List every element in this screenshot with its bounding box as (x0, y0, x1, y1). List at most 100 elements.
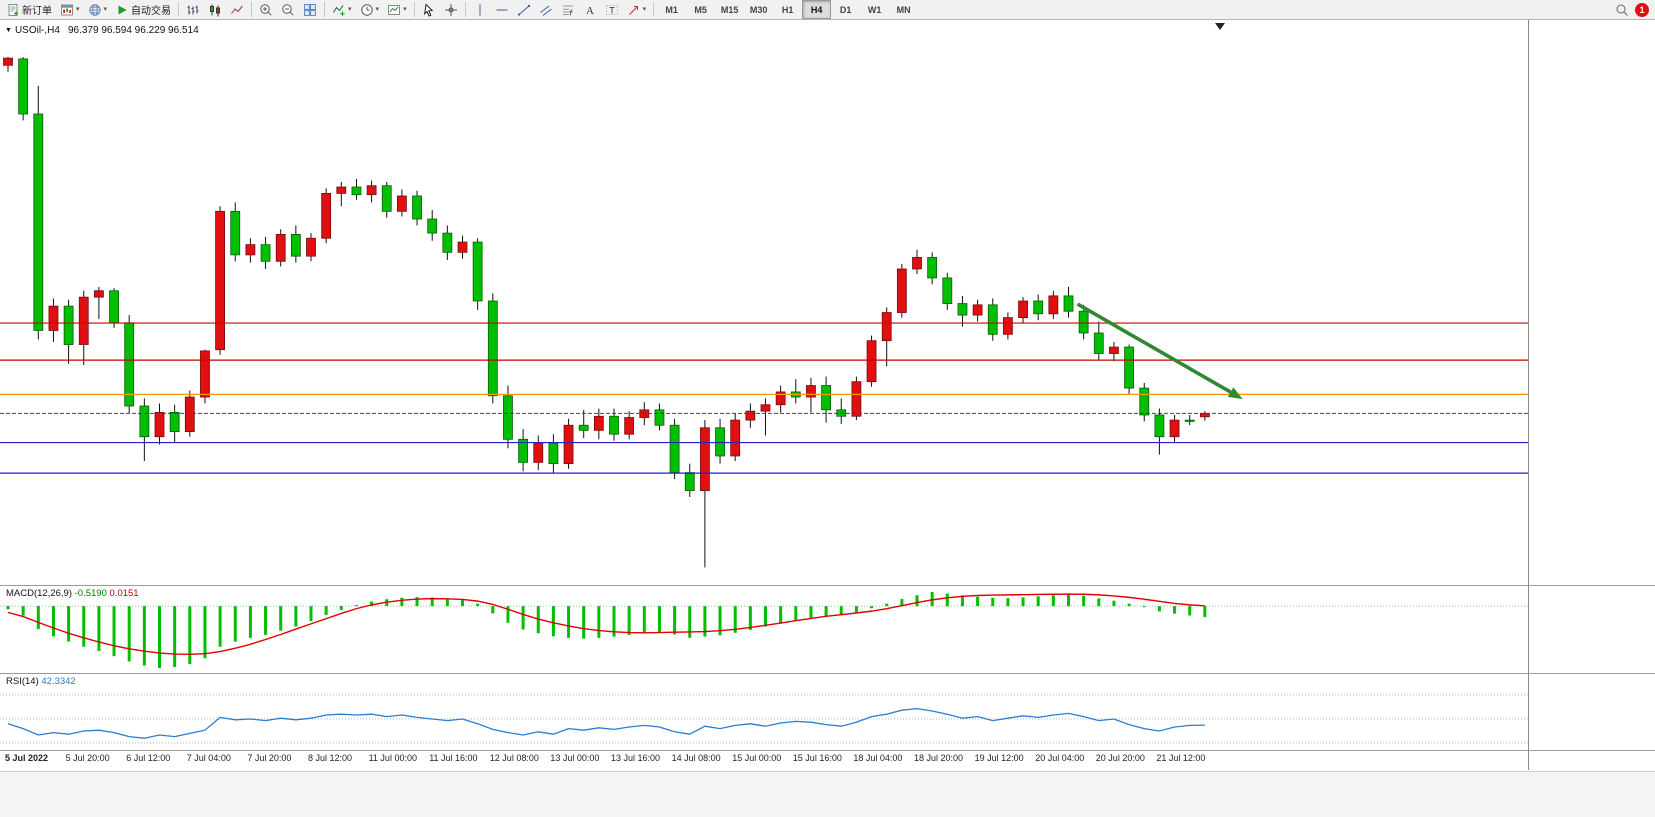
time-axis-label: 11 Jul 16:00 (429, 753, 478, 763)
bear-candle (1093, 332, 1104, 354)
bull-candle (336, 186, 347, 194)
bear-candle (578, 424, 589, 431)
bull-candle (730, 419, 741, 457)
bear-candle (1184, 419, 1195, 422)
time-axis-label: 19 Jul 12:00 (974, 753, 1024, 763)
timeframe-button-H4[interactable]: H4 (802, 0, 832, 19)
bear-candle (63, 305, 74, 345)
bull-candle (593, 415, 604, 431)
bull-candle (78, 296, 89, 345)
bear-candle (715, 427, 725, 457)
bear-candle (1124, 346, 1134, 389)
timeframe-button-D1[interactable]: D1 (839, 4, 852, 15)
chevron-down-icon: ▾ (76, 5, 80, 13)
timeframe-button-MN[interactable]: MN (896, 4, 911, 15)
bear-candle (290, 233, 301, 257)
trend-arrow-annotation[interactable] (1076, 302, 1243, 400)
bull-candle (457, 241, 468, 253)
channel-button[interactable] (535, 1, 557, 19)
fibonacci-icon: f (562, 5, 573, 17)
chart-ohlc-values: 96.379 96.594 96.229 96.514 (67, 25, 199, 36)
timeframe-button-M30[interactable]: M30 (749, 4, 768, 15)
chevron-down-icon: ▾ (403, 5, 407, 13)
bear-candle (33, 113, 44, 331)
bear-candle (987, 304, 998, 335)
time-axis-label: 5 Jul 20:00 (65, 753, 110, 763)
arrow-tool-icon (628, 5, 638, 15)
zoom-out-button[interactable] (277, 1, 299, 19)
time-axis-label: 18 Jul 20:00 (914, 753, 964, 763)
label-tool-button[interactable]: T (601, 1, 623, 19)
bull-candle (275, 233, 286, 262)
time-axis[interactable]: 5 Jul 2022 5 Jul 20:00 6 Jul 12:00 7 Jul 04… (0, 0, 1528, 816)
bear-candle (124, 322, 135, 407)
symbol-menu-arrow[interactable]: ▼ (5, 27, 12, 34)
bull-candle (866, 340, 877, 383)
chevron-down-icon: ▾ (375, 5, 380, 13)
trendline-button[interactable] (513, 1, 535, 19)
price-axis[interactable]: 110.425109.231108.037106.843105.648104.4… (1528, 20, 1655, 750)
time-axis-label: 7 Jul 20:00 (247, 753, 292, 763)
vertical-line-button[interactable] (469, 1, 491, 19)
notification-badge[interactable]: 1 (1635, 2, 1649, 17)
text-tool-button[interactable]: A (579, 1, 601, 19)
timeframe-button-M1[interactable]: M1 (665, 4, 678, 15)
line-chart-button[interactable] (226, 1, 248, 19)
bull-candle (851, 381, 862, 417)
bear-candle (427, 218, 438, 234)
chart-shift-marker[interactable] (1215, 23, 1225, 30)
templates-button[interactable]: ▾ (383, 1, 411, 19)
bull-candle (972, 304, 983, 316)
autotrading-button[interactable]: 自动交易 (111, 1, 175, 19)
new-order-button[interactable]: 新订单 (2, 1, 56, 19)
toolbar-separator (653, 2, 655, 17)
candlestick-chart-button[interactable] (204, 1, 226, 19)
time-axis-label: 20 Jul 20:00 (1095, 753, 1145, 763)
search-button[interactable] (1611, 1, 1633, 19)
panel-separator-macd[interactable] (0, 585, 1655, 586)
panel-separator-rsi[interactable] (0, 673, 1655, 674)
cursor-button[interactable] (418, 1, 440, 19)
bear-candle (472, 241, 483, 302)
bear-candle (260, 244, 271, 262)
chart-symbol-period: USOil-,H4 (14, 25, 60, 36)
time-axis-label: 13 Jul 16:00 (611, 753, 661, 763)
periods-button[interactable]: ▾ (356, 1, 384, 19)
cursor-icon (423, 2, 433, 17)
new-chart-button[interactable]: ▾ (56, 1, 84, 19)
chevron-down-icon: ▾ (103, 5, 108, 13)
bear-candle (487, 300, 498, 397)
price-axis-border (1528, 20, 1529, 770)
bull-candle (624, 417, 635, 435)
timeframe-button-H1[interactable]: H1 (781, 4, 794, 15)
bull-candle (881, 312, 892, 342)
new-order-label: 新订单 (22, 6, 52, 17)
bull-candle (745, 410, 756, 421)
new-order-icon (8, 3, 18, 16)
candlestick-icon (210, 4, 221, 16)
horizontal-line-button[interactable] (491, 1, 513, 19)
bear-candle (1063, 295, 1074, 312)
indicators-button[interactable]: ▾ (328, 1, 356, 19)
timeframe-button-W1[interactable]: W1 (867, 4, 882, 15)
time-axis-label: 20 Jul 04:00 (1035, 753, 1085, 763)
bear-candle (654, 409, 665, 426)
bear-candle (169, 412, 180, 433)
bear-candle (412, 195, 422, 220)
timeframe-button-M5[interactable]: M5 (694, 4, 707, 15)
timeframe-button-M15[interactable]: M15 (720, 4, 739, 15)
bear-candle (503, 395, 513, 440)
bear-candle (927, 257, 938, 279)
bear-candle (18, 58, 29, 115)
bull-candle (896, 268, 907, 313)
crosshair-button[interactable] (440, 1, 462, 19)
bar-chart-button[interactable] (182, 1, 204, 19)
add-indicator-icon (333, 4, 345, 16)
zoom-in-button[interactable] (255, 1, 277, 19)
profiles-button[interactable]: ▾ (84, 1, 112, 19)
fibonacci-button[interactable]: f (557, 1, 579, 19)
tile-windows-button[interactable] (299, 1, 321, 19)
bear-candle (790, 391, 801, 398)
arrows-tool-button[interactable]: ▾ (623, 1, 651, 19)
